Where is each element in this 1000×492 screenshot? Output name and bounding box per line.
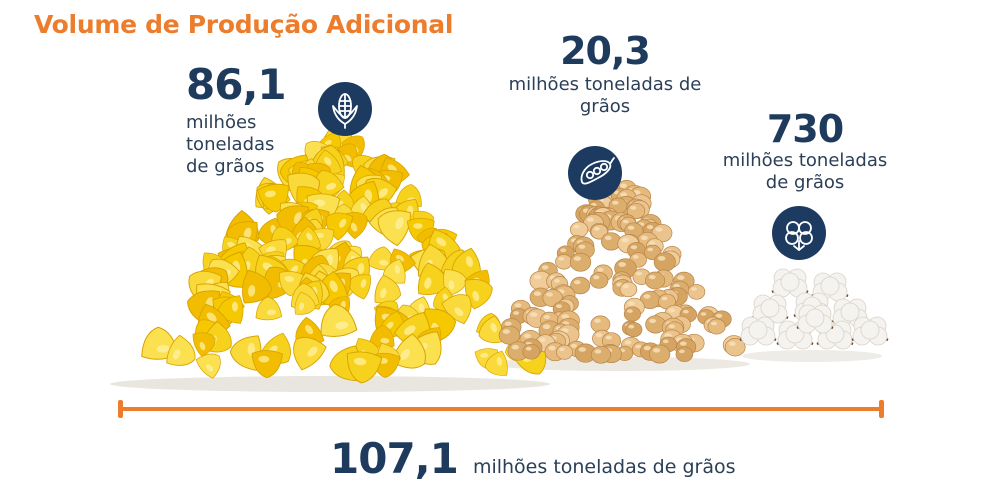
total-volume-label: 107,1 milhões toneladas de grãos bbox=[330, 438, 736, 480]
cotton-volume-value: 730 bbox=[766, 107, 844, 151]
corn-icon bbox=[318, 82, 372, 136]
soy-volume-unit: milhões toneladas de grãos bbox=[508, 74, 702, 117]
soy-volume-label: 20,3 milhões toneladas de grãos bbox=[500, 32, 710, 118]
cotton-volume-label: 730 milhões toneladas de grãos bbox=[710, 110, 900, 194]
cotton-boll-icon bbox=[772, 206, 826, 260]
total-span-bar bbox=[118, 400, 884, 418]
grain-pile bbox=[141, 119, 547, 384]
soybean-pod-icon bbox=[568, 146, 622, 200]
total-volume-unit: milhões toneladas de grãos bbox=[472, 456, 736, 478]
grain-pile bbox=[498, 179, 746, 364]
cotton-volume-unit: milhões toneladas de grãos bbox=[722, 150, 888, 193]
page-title: Volume de Produção Adicional bbox=[34, 10, 454, 39]
total-volume-value: 107,1 bbox=[330, 434, 459, 483]
grain-pile bbox=[739, 268, 889, 350]
corn-volume-unit: milhões toneladas de grãos bbox=[186, 112, 275, 177]
corn-volume-value: 86,1 bbox=[186, 60, 287, 109]
soy-volume-value: 20,3 bbox=[560, 29, 651, 73]
corn-volume-label: 86,1 milhões toneladas de grãos bbox=[186, 64, 296, 178]
